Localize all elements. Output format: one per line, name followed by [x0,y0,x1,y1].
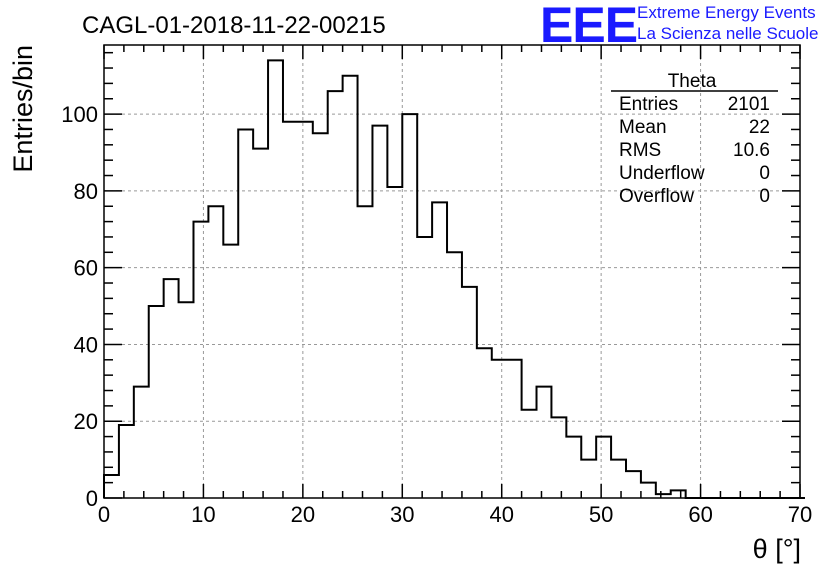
histogram-bin [522,410,537,498]
histogram-bin [432,202,447,498]
x-tick-label: 70 [788,502,812,527]
histogram-bin [477,348,492,498]
x-tick-label: 0 [98,502,110,527]
histogram-bin [328,91,343,498]
histogram-bin [402,114,417,498]
stats-value: 10.6 [733,140,770,161]
histogram-bin [671,490,686,498]
histogram-bin [343,76,358,498]
histogram-bin [611,460,626,498]
y-tick-label: 60 [74,256,98,281]
histogram-bin [417,237,432,498]
histogram-bin [298,122,313,498]
histogram-bin [119,425,134,498]
histogram-bin [507,360,522,498]
stats-label: RMS [619,140,661,161]
histogram-bin [581,460,596,498]
histogram-bin [626,471,641,498]
x-tick-label: 40 [489,502,513,527]
axis-tick-labels: 0 10 20 30 40 50 60 70 0 20 40 60 80 100 [61,102,812,527]
x-axis-label: θ [°] [753,534,801,564]
histogram-bin [179,302,194,498]
histogram-bin [238,129,253,498]
y-tick-label: 80 [74,179,98,204]
axis-ticks [103,45,801,499]
histogram-bin [193,222,208,498]
x-tick-label: 60 [688,502,712,527]
eee-logo-line1: Extreme Energy Events [637,3,816,22]
y-tick-label: 0 [86,486,98,511]
histogram-bin [104,475,119,498]
eee-logo-mark: EEE [540,0,637,53]
x-tick-label: 30 [390,502,414,527]
y-tick-label: 40 [74,332,98,357]
eee-logo: EEE Extreme Energy Events La Scienza nel… [540,0,818,53]
grid-lines [104,45,800,498]
histogram-bin [223,245,238,498]
histogram-bin [566,437,581,498]
histogram-bin [313,133,328,498]
histogram-bars [103,59,805,499]
histogram-bin [283,122,298,498]
histogram-bin [164,279,179,498]
y-axis-label: Entries/bin [8,45,38,173]
histogram-bin [551,417,566,498]
stats-value: 0 [759,186,770,207]
x-tick-label: 20 [291,502,315,527]
histogram-bin [208,206,223,498]
histogram-bin [387,187,402,498]
y-tick-label: 100 [61,102,98,127]
histogram-bin [596,437,611,498]
histogram-bin [358,206,373,498]
histogram-bin [537,387,552,498]
histogram-bin [253,149,268,498]
stats-value: 22 [749,117,770,138]
stats-title: Theta [668,71,717,92]
stats-label: Underflow [619,163,705,184]
histogram-bin [462,287,477,498]
histogram-bin [134,387,149,498]
histogram-bin [149,306,164,498]
y-tick-label: 20 [74,409,98,434]
histogram-outline [103,59,805,499]
histogram-bin [268,60,283,498]
chart-title: CAGL-01-2018-11-22-00215 [82,12,386,39]
stats-value: 2101 [728,94,770,115]
stats-label: Overflow [619,186,694,207]
histogram-bin [492,360,507,498]
stats-box: Theta Entries 2101 Mean 22 RMS 10.6 Underflow 0… [611,71,778,207]
x-tick-label: 10 [191,502,215,527]
plot-frame [103,44,801,499]
x-tick-label: 50 [589,502,613,527]
histogram-bin [372,126,387,498]
stats-label: Entries [619,94,678,115]
stats-label: Mean [619,117,667,138]
histogram-bin [641,483,656,498]
histogram-bin [447,252,462,498]
eee-logo-line2: La Scienza nelle Scuole [637,24,818,43]
stats-value: 0 [759,163,770,184]
